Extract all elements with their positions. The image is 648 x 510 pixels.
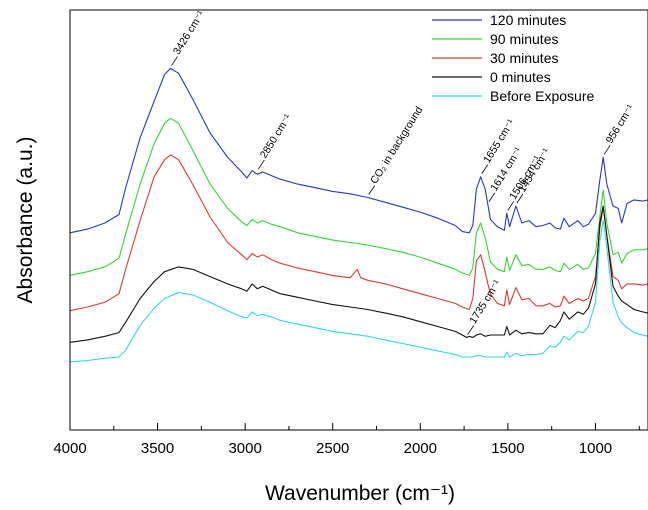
legend-label-1: 90 minutes (490, 31, 558, 47)
annotation-label-7: 956 cm⁻¹ (604, 102, 637, 146)
annotation-leader (507, 201, 515, 211)
annotation-label-1: 2850 cm⁻¹ (258, 112, 295, 161)
x-tick-label: 4000 (53, 440, 86, 457)
annotation-label-8: 1735 cm⁻¹ (467, 277, 504, 326)
series-line-2 (69, 154, 648, 312)
annotation-leader (516, 193, 524, 204)
x-tick-label: 1500 (491, 440, 524, 457)
x-axis-label: Wavenumber (cm⁻¹) (265, 482, 455, 505)
annotation-leader (603, 145, 611, 155)
x-tick-label: 2500 (316, 440, 349, 457)
annotation-leader (481, 164, 489, 175)
annotation-label-0: 3426 cm⁻¹ (171, 8, 208, 57)
annotation-leader (258, 159, 265, 170)
plot-frame (69, 9, 648, 431)
annotation-leader (368, 185, 376, 195)
series-layer (69, 67, 648, 363)
series-line-4 (69, 220, 648, 363)
series-line-3 (69, 205, 648, 343)
x-tick-label: 2000 (404, 440, 437, 457)
annotation-label-2: CO₂ in background (368, 104, 425, 186)
series-line-1 (69, 117, 648, 276)
x-tick-label: 3500 (141, 440, 174, 457)
axes (69, 9, 648, 431)
annotation-leader (171, 56, 178, 66)
annotation-leader (488, 192, 496, 203)
legend-label-0: 120 minutes (490, 12, 566, 28)
legend-label-3: 0 minutes (490, 69, 551, 85)
annotation-leader (467, 325, 475, 335)
x-tick-label: 1000 (579, 440, 612, 457)
x-tick-layer: 4000 3500 3000 2500 2000 1500 1000 (53, 423, 640, 457)
series-line-0 (69, 67, 648, 234)
x-tick-label: 3000 (228, 440, 261, 457)
legend-label-2: 30 minutes (490, 50, 558, 66)
legend: 120 minutes 90 minutes 30 minutes 0 minutes… (432, 12, 594, 104)
legend-label-4: Before Exposure (490, 88, 594, 104)
y-axis-label: Absorbance (a.u.) (14, 137, 37, 304)
